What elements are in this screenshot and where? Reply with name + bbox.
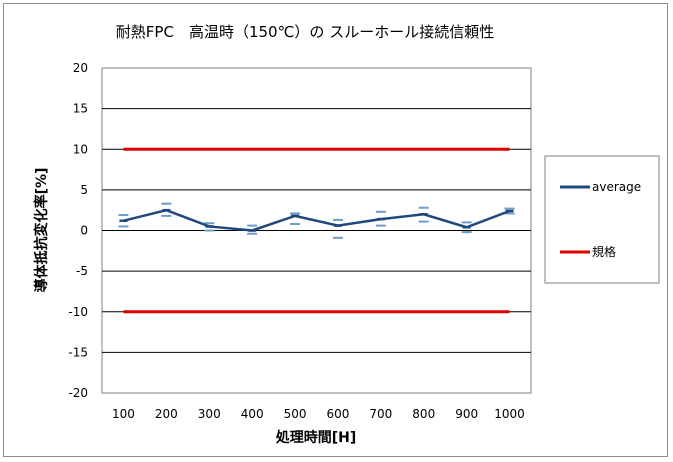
y-tick-label: 0 — [80, 224, 88, 238]
x-tick-label: 900 — [455, 407, 478, 421]
x-tick-label: 100 — [112, 407, 135, 421]
x-tick-label: 200 — [155, 407, 178, 421]
spec-lines — [123, 147, 510, 314]
average-line — [123, 208, 510, 232]
y-tick-label: 10 — [73, 142, 88, 156]
error-markers — [118, 202, 515, 239]
y-tick-labels: 20 15 10 5 0 -5 -10 -15 -20 — [68, 61, 88, 400]
y-tick-label: -20 — [68, 386, 88, 400]
x-tick-label: 1000 — [494, 407, 525, 421]
y-tick-label: 20 — [73, 61, 88, 75]
y-tick-label: -5 — [76, 264, 88, 278]
y-axis-label: 導体抵抗変化率[%] — [33, 168, 50, 293]
x-axis-label: 処理時間[H] — [275, 429, 357, 446]
x-tick-label: 600 — [326, 407, 349, 421]
x-tick-label: 400 — [241, 407, 264, 421]
chart-title: 耐熱FPC 高温時（150℃）の スルーホール接続信頼性 — [116, 23, 494, 41]
y-tick-label: -10 — [68, 305, 88, 319]
x-tick-label: 500 — [284, 407, 307, 421]
y-tick-label: -15 — [68, 345, 88, 359]
x-tick-label: 700 — [369, 407, 392, 421]
y-tick-label: 5 — [80, 183, 88, 197]
x-tick-label: 300 — [198, 407, 221, 421]
x-tick-label: 800 — [412, 407, 435, 421]
x-tick-labels: 100 200 300 400 500 600 700 800 900 1000 — [112, 407, 525, 421]
legend-box — [544, 155, 660, 284]
legend-spec-label: 規格 — [592, 244, 616, 259]
average-series — [119, 208, 514, 232]
legend-average-label: average — [592, 180, 641, 194]
y-tick-label: 15 — [73, 102, 88, 116]
